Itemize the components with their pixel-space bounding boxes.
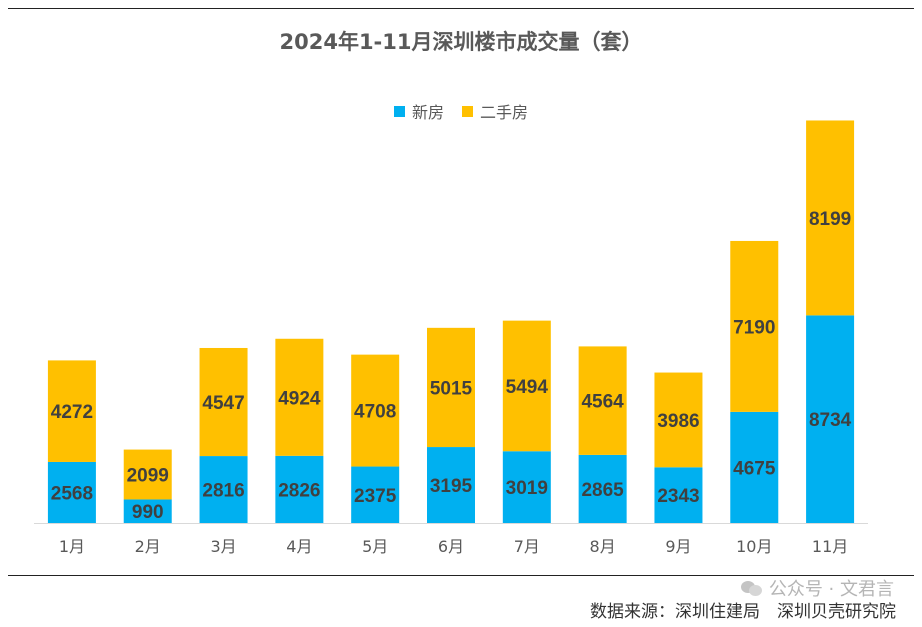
data-label-new-3: 2816 bbox=[202, 481, 244, 502]
x-tick-label-3: 3月 bbox=[210, 537, 236, 556]
data-label-new-2: 990 bbox=[132, 502, 164, 523]
data-label-resale-6: 5015 bbox=[430, 378, 473, 399]
data-label-resale-11: 8199 bbox=[809, 209, 851, 230]
legend-label-resale: 二手房 bbox=[480, 103, 529, 122]
bar-new-1 bbox=[47, 461, 96, 523]
data-label-resale-10: 7190 bbox=[733, 317, 775, 338]
data-label-new-9: 2343 bbox=[657, 486, 699, 507]
bar-resale-8 bbox=[578, 346, 627, 455]
legend-swatch-new bbox=[393, 105, 405, 117]
data-label-resale-8: 4564 bbox=[581, 392, 624, 413]
data-label-resale-3: 4547 bbox=[202, 393, 244, 414]
watermark-text: 公众号 · 文君言 bbox=[768, 579, 894, 600]
bar-resale-11 bbox=[806, 120, 855, 316]
legend-item-resale: 二手房 bbox=[462, 99, 528, 123]
data-label-new-8: 2865 bbox=[581, 480, 624, 501]
bar-resale-4 bbox=[275, 338, 324, 456]
data-label-new-4: 2826 bbox=[278, 480, 320, 501]
x-tick-label-6: 6月 bbox=[438, 537, 464, 556]
bar-new-11 bbox=[806, 315, 855, 523]
x-tick-label-11: 11月 bbox=[812, 537, 848, 556]
data-label-resale-7: 5494 bbox=[506, 377, 549, 398]
bar-resale-7 bbox=[502, 320, 551, 452]
bar-resale-10 bbox=[730, 240, 779, 412]
x-tick-label-5: 5月 bbox=[362, 537, 388, 556]
x-tick-label-7: 7月 bbox=[514, 537, 540, 556]
bar-resale-9 bbox=[654, 372, 703, 468]
data-label-new-10: 4675 bbox=[733, 458, 776, 479]
wechat-icon bbox=[740, 579, 763, 597]
legend: 新房 二手房 bbox=[0, 99, 922, 123]
x-tick-label-9: 9月 bbox=[665, 537, 691, 556]
x-tick-label-10: 10月 bbox=[736, 537, 772, 556]
bar-new-9 bbox=[654, 467, 703, 523]
bar-new-6 bbox=[427, 447, 475, 523]
x-tick-label-8: 8月 bbox=[590, 537, 616, 556]
source-note: 数据来源：深圳住建局 深圳贝壳研究院 bbox=[590, 602, 896, 622]
data-label-resale-1: 4272 bbox=[51, 402, 93, 423]
x-tick-label-2: 2月 bbox=[135, 537, 161, 556]
bar-new-10 bbox=[730, 411, 779, 523]
x-tick-label-4: 4月 bbox=[286, 537, 312, 556]
data-label-resale-4: 4924 bbox=[278, 388, 321, 409]
bar-new-5 bbox=[351, 466, 400, 523]
bar-resale-6 bbox=[427, 327, 475, 448]
stacked-bar-chart: 2568 4272 1月 990 2099 2月 2816 4547 3月 2826 4924 4月 2… bbox=[34, 120, 868, 556]
data-label-resale-2: 2099 bbox=[127, 466, 169, 487]
watermark: 公众号 · 文君言 bbox=[740, 575, 894, 601]
bar-new-7 bbox=[502, 451, 551, 523]
legend-swatch-resale bbox=[462, 105, 473, 117]
bar-resale-2 bbox=[123, 449, 172, 500]
data-label-new-7: 3019 bbox=[506, 478, 548, 499]
legend-label-new: 新房 bbox=[411, 103, 444, 122]
legend-item-new: 新房 bbox=[393, 99, 444, 123]
x-tick-label-1: 1月 bbox=[59, 537, 85, 556]
top-rule bbox=[8, 8, 914, 9]
chart-title: 2024年1-11月深圳楼市成交量（套） bbox=[279, 30, 643, 54]
data-label-new-5: 2375 bbox=[354, 486, 397, 507]
data-label-new-6: 3195 bbox=[430, 476, 473, 497]
bar-resale-5 bbox=[351, 354, 400, 467]
bar-resale-1 bbox=[47, 360, 96, 462]
bar-new-3 bbox=[199, 456, 248, 523]
bar-new-2 bbox=[123, 499, 172, 523]
data-label-new-1: 2568 bbox=[51, 483, 93, 504]
bar-new-4 bbox=[275, 455, 324, 523]
data-label-resale-5: 4708 bbox=[354, 402, 396, 423]
data-label-new-11: 8734 bbox=[809, 410, 852, 431]
bar-resale-3 bbox=[199, 347, 248, 457]
bottom-rule bbox=[8, 575, 914, 576]
bar-new-8 bbox=[578, 454, 627, 523]
data-label-resale-9: 3986 bbox=[657, 411, 699, 432]
